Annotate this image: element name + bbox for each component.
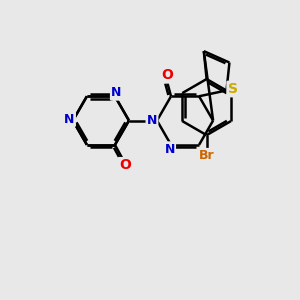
Text: S: S: [228, 82, 238, 96]
Text: O: O: [119, 158, 131, 172]
Text: Br: Br: [199, 149, 214, 162]
Text: N: N: [164, 142, 175, 155]
Text: N: N: [111, 86, 122, 99]
Text: O: O: [161, 68, 173, 82]
Text: N: N: [64, 113, 75, 126]
Text: N: N: [147, 114, 157, 127]
